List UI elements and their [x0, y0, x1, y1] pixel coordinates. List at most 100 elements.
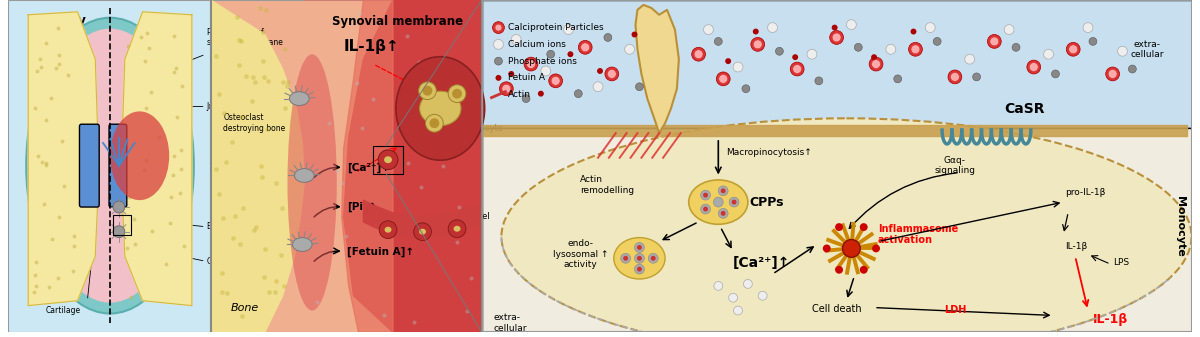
Circle shape [1051, 70, 1060, 78]
Circle shape [414, 223, 432, 241]
Text: extra-
cellular: extra- cellular [1130, 39, 1164, 59]
Text: Vessel: Vessel [464, 212, 491, 221]
Circle shape [524, 57, 538, 71]
Circle shape [988, 34, 1001, 48]
Circle shape [871, 54, 877, 60]
Circle shape [859, 223, 868, 231]
Text: Osteoclast: Osteoclast [206, 257, 247, 266]
Circle shape [430, 118, 439, 128]
Circle shape [842, 240, 860, 257]
Circle shape [448, 220, 466, 238]
Circle shape [1027, 60, 1040, 74]
Text: [Ca²⁺]↑: [Ca²⁺]↑ [733, 256, 791, 270]
Circle shape [1109, 69, 1117, 79]
Circle shape [1067, 42, 1080, 56]
Bar [373, 146, 403, 174]
Polygon shape [343, 0, 481, 332]
Circle shape [605, 67, 619, 81]
Circle shape [635, 264, 644, 274]
Circle shape [426, 114, 443, 132]
Circle shape [703, 207, 708, 212]
FancyBboxPatch shape [210, 0, 481, 332]
Circle shape [648, 253, 658, 263]
Ellipse shape [502, 118, 1192, 337]
Circle shape [419, 82, 437, 99]
Circle shape [578, 40, 592, 54]
Circle shape [113, 201, 125, 213]
Polygon shape [364, 200, 481, 239]
Text: pro-IL-1β: pro-IL-1β [1066, 188, 1105, 197]
Circle shape [701, 204, 710, 214]
Circle shape [551, 76, 560, 85]
Circle shape [568, 51, 574, 57]
Text: Cartilage: Cartilage [46, 306, 80, 315]
Circle shape [1128, 65, 1136, 73]
Text: Phosphate ions: Phosphate ions [509, 57, 577, 66]
Circle shape [496, 24, 502, 31]
Circle shape [635, 243, 644, 252]
Circle shape [493, 39, 503, 49]
Text: Inflammasome
activation: Inflammasome activation [878, 224, 959, 245]
Circle shape [448, 85, 466, 102]
Text: [Pi]↑: [Pi]↑ [347, 202, 376, 212]
Circle shape [733, 306, 743, 315]
Circle shape [721, 188, 726, 193]
Circle shape [728, 293, 738, 302]
Ellipse shape [420, 91, 461, 126]
Text: Fetuin A: Fetuin A [509, 73, 545, 82]
Circle shape [694, 50, 703, 59]
FancyBboxPatch shape [481, 128, 1192, 332]
Ellipse shape [454, 226, 461, 232]
Circle shape [714, 37, 722, 45]
Circle shape [714, 281, 722, 290]
Circle shape [719, 74, 727, 83]
Circle shape [604, 33, 612, 41]
Circle shape [751, 37, 764, 51]
Circle shape [637, 267, 642, 272]
Text: [Fetuin A]↑: [Fetuin A]↑ [347, 246, 414, 256]
Circle shape [631, 32, 637, 37]
Circle shape [1084, 23, 1093, 33]
Circle shape [911, 45, 920, 54]
Circle shape [499, 82, 514, 96]
Circle shape [547, 50, 554, 58]
Circle shape [378, 150, 398, 170]
Circle shape [494, 57, 503, 65]
Text: healthy: healthy [34, 14, 86, 27]
Polygon shape [210, 0, 305, 332]
Text: IL-1β↑: IL-1β↑ [343, 39, 400, 54]
Circle shape [548, 74, 563, 88]
Circle shape [703, 193, 708, 197]
Circle shape [509, 71, 515, 77]
Text: [Pi]↑: [Pi]↑ [67, 161, 86, 170]
Circle shape [1012, 43, 1020, 51]
Circle shape [492, 22, 504, 33]
Circle shape [379, 221, 397, 239]
Ellipse shape [396, 57, 485, 160]
Circle shape [637, 256, 642, 261]
Circle shape [1030, 63, 1038, 71]
Text: endo-
lysosomal ↑
activity: endo- lysosomal ↑ activity [552, 240, 608, 269]
Circle shape [732, 200, 737, 205]
Circle shape [650, 256, 655, 261]
Circle shape [835, 266, 844, 274]
Text: Monocyte: Monocyte [462, 124, 503, 133]
Circle shape [815, 77, 823, 85]
Circle shape [522, 95, 530, 102]
Circle shape [701, 190, 710, 200]
FancyBboxPatch shape [79, 124, 100, 207]
Bar [113, 215, 131, 235]
Circle shape [973, 73, 980, 81]
Circle shape [625, 44, 635, 54]
Circle shape [502, 84, 511, 93]
Circle shape [934, 37, 941, 45]
Circle shape [598, 68, 602, 74]
Circle shape [792, 54, 798, 60]
Circle shape [620, 253, 630, 263]
FancyBboxPatch shape [8, 0, 210, 332]
Text: CPPs: CPPs [750, 195, 785, 209]
Circle shape [1117, 46, 1128, 56]
Ellipse shape [110, 112, 169, 200]
Text: [Ca²⁺]↑: [Ca²⁺]↑ [347, 162, 390, 173]
FancyBboxPatch shape [109, 124, 127, 207]
